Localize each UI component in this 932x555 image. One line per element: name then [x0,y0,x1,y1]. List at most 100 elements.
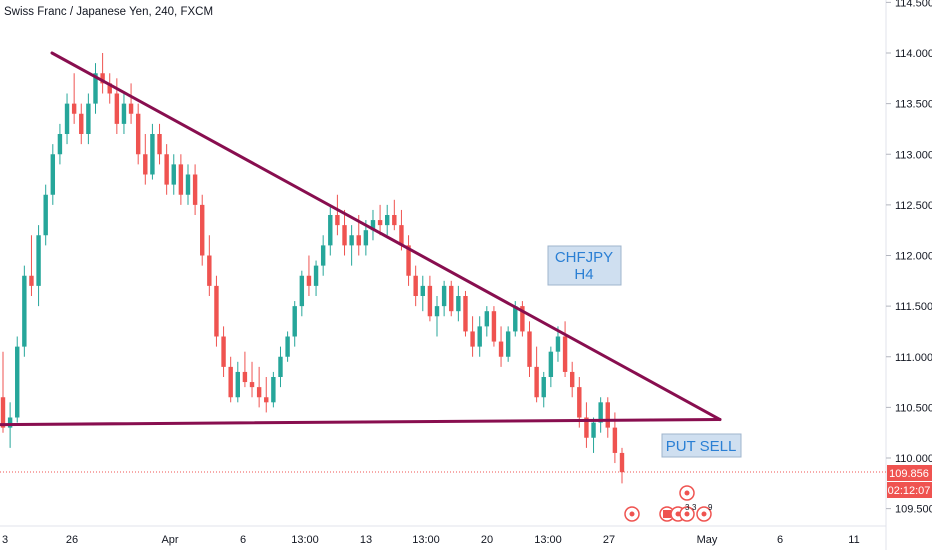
candle [221,326,226,377]
candle-body [143,154,148,175]
candle [214,275,219,347]
candle [242,351,248,388]
candle-body [57,134,63,155]
candle [22,265,27,357]
candle [86,93,91,145]
candle [527,321,532,377]
candle-body [328,215,333,246]
candle [392,199,397,231]
chart-title[interactable]: Swiss Franc / Japanese Yen, 240, FXCM [4,6,214,18]
candle [15,336,20,423]
event-icon[interactable] [696,506,712,522]
candle-body [363,230,369,246]
candle [534,346,539,403]
candle-body [456,296,461,312]
annotation-line-1: CHFJPY [555,249,613,266]
event-icon[interactable] [679,506,695,522]
candle-body [591,422,596,438]
x-tick-label: 26 [66,534,78,546]
candle-body [278,356,283,377]
y-tick-label: 113.000 [895,149,932,161]
candle [271,371,276,408]
candle-body [207,255,212,286]
candle-body [157,134,162,155]
candle [477,316,482,357]
y-tick-label: 111.000 [895,352,932,364]
candle [185,164,191,205]
candle [598,397,603,433]
candle-body [50,154,56,195]
candle [79,103,84,145]
candle [342,209,347,256]
candle-body [605,402,610,428]
x-tick-label: 13:00 [291,534,319,546]
candle [164,144,169,195]
candle [584,402,589,448]
candle-body [15,346,20,418]
candle [207,235,212,296]
candle-body [178,164,184,195]
candle-body [619,452,625,473]
candle-body [463,296,468,332]
candle-body [577,387,582,418]
candle [121,93,127,134]
annotation-line-2: H4 [574,266,593,283]
candle-body [555,336,561,352]
candle [93,63,98,114]
candle-body [221,336,226,367]
candle-body [598,402,603,423]
x-tick-label: 3 [2,534,8,546]
candle [100,53,105,94]
candles [0,53,625,484]
trendline-horizontal-support[interactable] [0,418,722,427]
time-axis[interactable]: 3 26 Apr 6 13:00 13 13:00 20 13:00 27 May 6 11 [2,534,860,546]
candle-body [612,427,618,453]
candle-body [128,103,134,114]
trendlines[interactable] [0,51,722,427]
candle-body [548,351,554,377]
candle [292,301,297,347]
candle [157,123,162,165]
x-tick-label: 11 [848,534,859,546]
event-icon[interactable] [679,485,695,501]
x-tick-label: 13:00 [412,534,440,546]
y-tick-label: 112.500 [895,200,932,212]
candle-body [498,341,504,357]
candle [541,371,546,408]
candle-body [242,371,248,383]
candle [520,301,525,337]
candle-body [71,103,77,114]
candle-body [107,83,112,94]
economic-events[interactable]: 3 3 9 [624,485,713,522]
annotation-put-sell[interactable]: PUT SELL [661,433,742,458]
candle [107,73,112,104]
candle-body [100,73,105,84]
candle [178,154,184,205]
candle-body [470,331,475,347]
y-tick-label: 114.000 [895,48,932,60]
candle-body [228,366,233,398]
annotation-chfjpy-h4[interactable]: CHFJPY H4 [547,245,622,286]
candle [562,321,568,377]
x-tick-label: 27 [603,534,615,546]
y-tick-label: 113.500 [895,99,932,111]
candle-body [513,306,518,332]
candle [505,326,511,362]
candle-body [249,382,255,388]
candle-body [164,154,169,185]
candle-body [534,366,539,398]
y-tick-label: 109.500 [895,504,932,516]
candle [548,346,554,388]
trendline-descending-resistance[interactable] [50,51,722,422]
annotation-text: PUT SELL [666,438,737,455]
event-count: 9 [708,503,713,512]
candle-body [29,275,34,286]
event-icon[interactable] [624,506,640,522]
candle-body [420,285,425,296]
candle-body [313,265,319,286]
candle-body [22,275,27,347]
price-axis[interactable]: 114.500 114.000 113.500 113.000 112.500 112.0… [886,0,932,516]
candle-body [292,306,297,337]
